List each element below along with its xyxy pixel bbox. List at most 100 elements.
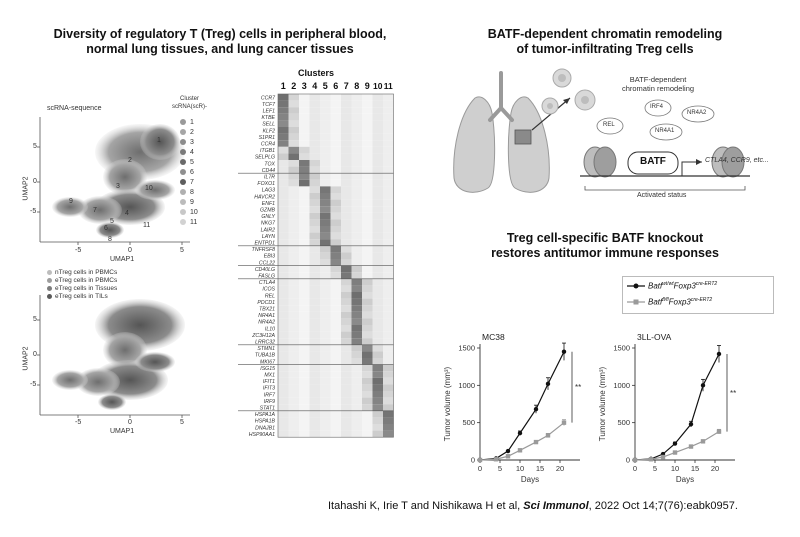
heatmap-cell	[320, 239, 331, 246]
heatmap-cell	[320, 113, 331, 121]
heatmap-cell	[330, 179, 341, 187]
heatmap-cell	[362, 186, 373, 193]
heatmap-cell	[351, 338, 362, 345]
heatmap-cell	[330, 186, 341, 193]
heatmap-cell	[299, 417, 310, 424]
heatmap-cell	[309, 397, 320, 405]
heatmap-cell	[278, 338, 289, 345]
heatmap-cell	[299, 206, 310, 213]
heatmap-cell	[330, 391, 341, 398]
heatmap-cell	[278, 325, 289, 332]
legend-dot	[180, 159, 186, 165]
heatmap-cell	[299, 344, 310, 352]
heatmap-cell	[330, 219, 341, 226]
heatmap-cell	[341, 278, 352, 286]
heatmap-cell	[383, 232, 394, 240]
heatmap-cell	[330, 252, 341, 259]
heatmap-cell	[278, 219, 289, 226]
heatmap-cell	[299, 107, 310, 114]
heatmap-cell	[341, 245, 352, 253]
heatmap-cell	[341, 140, 352, 147]
heatmap-cell	[351, 160, 362, 167]
heatmap-cell	[299, 239, 310, 246]
heatmap-cell	[309, 166, 320, 174]
heatmap-cell	[309, 199, 320, 207]
heatmap-cell	[362, 113, 373, 121]
heatmap-cell	[362, 153, 373, 160]
heatmap-cell	[351, 179, 362, 187]
heatmap-cell	[309, 245, 320, 253]
heatmap-cell	[351, 397, 362, 405]
heatmap-cell	[278, 206, 289, 213]
heatmap-cell	[383, 371, 394, 378]
heatmap-cell	[288, 239, 299, 246]
heatmap-cell	[288, 384, 299, 391]
heatmap-cell	[383, 377, 394, 385]
legend-item-cluster: 11	[180, 217, 220, 227]
legend-label: 1	[190, 118, 194, 126]
heatmap-gene-label: ENF1	[262, 201, 275, 207]
heatmap-cell	[372, 377, 383, 385]
heatmap-gene-label: IFIT3	[263, 386, 275, 392]
heatmap-cell	[299, 245, 310, 253]
heatmap-cell	[299, 391, 310, 398]
umap-top-plot	[37, 117, 190, 245]
heatmap-cell	[309, 311, 320, 319]
legend-item-wt: Batfwt/wtFoxp3cre-ERT2	[627, 281, 717, 291]
umap-top-ytick: 0	[33, 178, 37, 185]
data-point	[505, 448, 511, 454]
heatmap-cell	[362, 179, 373, 187]
heatmap-cell	[320, 430, 331, 438]
legend-series1-sup: wt/wt	[662, 281, 674, 287]
heatmap-cell	[351, 219, 362, 226]
heatmap-cell	[372, 153, 383, 160]
heatmap-cell	[320, 232, 331, 240]
umap-top-xtick: 5	[180, 247, 184, 254]
heatmap-gene-label: CD40LG	[255, 267, 275, 273]
legend-dot	[180, 189, 186, 195]
heatmap-cell	[351, 265, 362, 273]
x-axis-label: Days	[521, 475, 539, 484]
heatmap-cell	[351, 107, 362, 114]
heatmap-cell	[383, 318, 394, 325]
legend-series1: Batf	[648, 281, 663, 291]
heatmap-cell	[362, 206, 373, 213]
heatmap-cell	[299, 226, 310, 233]
x-tick-label: 10	[671, 464, 679, 473]
heatmap-cell	[288, 404, 299, 411]
left-panel-title: Diversity of regulatory T (Treg) cells i…	[53, 27, 387, 56]
heatmap-cell	[299, 424, 310, 431]
data-point	[477, 457, 483, 463]
heatmap-cell	[320, 331, 331, 339]
heatmap-cell	[383, 226, 394, 233]
y-tick-label: 1500	[458, 344, 475, 353]
heatmap-cell	[320, 410, 331, 418]
heatmap-cell	[341, 232, 352, 240]
heatmap-gene-label: LAG3	[262, 188, 275, 194]
heatmap-cell	[299, 160, 310, 167]
heatmap-cell	[383, 384, 394, 391]
heatmap-cell	[341, 364, 352, 372]
heatmap-cell	[372, 351, 383, 358]
heatmap-cell	[362, 331, 373, 339]
heatmap-cell	[299, 278, 310, 286]
heatmap-cell	[278, 318, 289, 325]
heatmap-cell	[309, 384, 320, 391]
heatmap-cell	[372, 285, 383, 292]
heatmap-cell	[309, 107, 320, 114]
heatmap-cell	[299, 364, 310, 372]
legend-series1-sup2: cre-ERT2	[695, 281, 718, 287]
legend-label: 11	[190, 218, 198, 226]
heatmap-cell	[278, 410, 289, 418]
heatmap-cell	[341, 417, 352, 424]
heatmap-cell	[309, 153, 320, 160]
x-tick-label: 5	[653, 464, 657, 473]
heatmap-cell	[288, 344, 299, 352]
heatmap-cell	[341, 325, 352, 332]
heatmap-cell	[278, 364, 289, 372]
heatmap-cell	[383, 179, 394, 187]
heatmap-cell	[341, 298, 352, 306]
heatmap-cell	[288, 430, 299, 438]
heatmap-cell	[341, 424, 352, 431]
heatmap-cell	[351, 193, 362, 200]
